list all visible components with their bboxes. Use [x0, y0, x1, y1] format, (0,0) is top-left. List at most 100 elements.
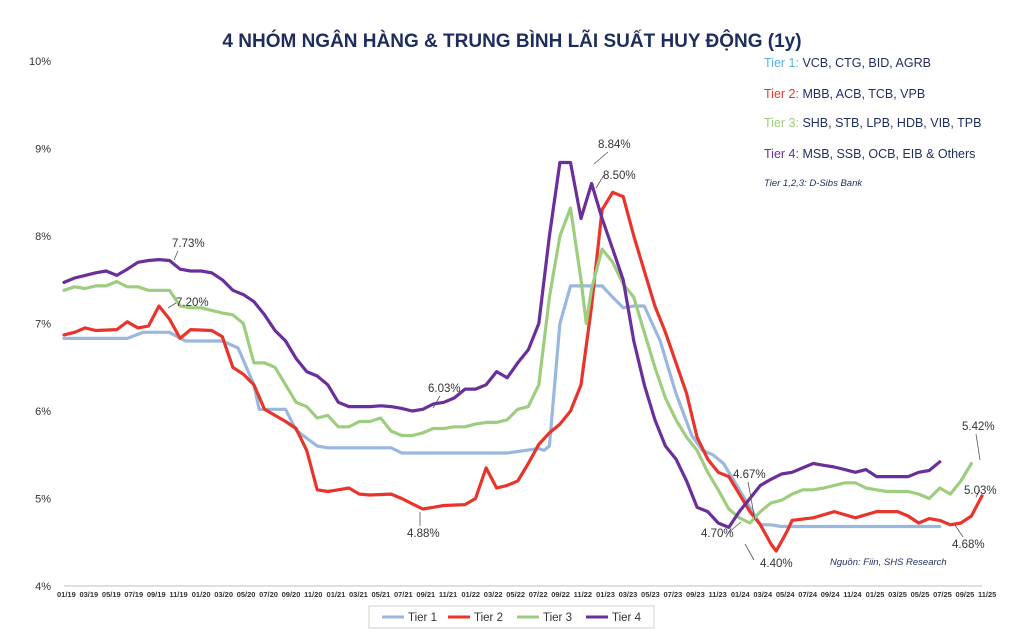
- legend-label: Tier 2: [474, 612, 503, 624]
- data-label: 6.03%: [428, 383, 461, 395]
- x-tick-label: 07/19: [124, 590, 143, 599]
- x-tick-label: 05/19: [102, 590, 121, 599]
- x-tick-label: 03/19: [79, 590, 98, 599]
- tier-info-4: Tier 4: MSB, SSB, OCB, EIB & Others: [764, 147, 975, 161]
- x-tick-label: 03/24: [753, 590, 773, 599]
- x-tick-label: 09/25: [956, 590, 975, 599]
- data-label: 4.70%: [701, 528, 734, 540]
- tier-prefix: Tier 4:: [764, 147, 802, 161]
- x-tick-label: 11/19: [169, 590, 187, 599]
- tier-prefix: Tier 2:: [764, 87, 802, 101]
- x-tick-label: 11/23: [708, 590, 726, 599]
- x-tick-label: 01/22: [461, 590, 480, 599]
- y-tick-label: 4%: [35, 581, 51, 593]
- tier-info-2: Tier 2: MBB, ACB, TCB, VPB: [764, 87, 925, 101]
- x-tick-label: 05/23: [641, 590, 660, 599]
- d-sibs-note: Tier 1,2,3: D-Sibs Bank: [764, 178, 863, 189]
- x-tick-label: 01/24: [731, 590, 751, 599]
- x-tick-label: 11/20: [304, 590, 322, 599]
- source-note: Nguồn: Fiin, SHS Research: [830, 557, 947, 568]
- annotations: 7.73% 7.20% 6.03% 4.88% 8.84% 8.50% 4.67% 4.70%…: [167, 139, 997, 570]
- legend: Tier 1 Tier 2 Tier 3 Tier 4: [368, 605, 655, 629]
- annotation-leader: [747, 481, 756, 521]
- y-tick-label: 6%: [35, 406, 51, 418]
- x-tick-label: 03/20: [214, 590, 233, 599]
- x-tick-label: 07/20: [259, 590, 278, 599]
- series-lines: [62, 160, 984, 553]
- x-tick-label: 09/23: [686, 590, 705, 599]
- annotation-leader: [954, 524, 964, 538]
- x-tick-label: 05/25: [911, 590, 930, 599]
- x-tick-label: 07/21: [394, 590, 413, 599]
- x-tick-label: 05/22: [506, 590, 525, 599]
- x-tick-label: 11/21: [439, 590, 457, 599]
- y-tick-label: 8%: [35, 231, 51, 243]
- tier-members: SHB, STB, LPB, HDB, VIB, TPB: [802, 116, 981, 130]
- annotation-leader: [727, 521, 742, 534]
- annotation-leader: [593, 151, 609, 165]
- tier-info-3: Tier 3: SHB, STB, LPB, HDB, VIB, TPB: [764, 116, 981, 130]
- x-tick-label: 05/20: [237, 590, 256, 599]
- x-tick-label: 11/25: [978, 590, 996, 599]
- annotation-leader: [975, 433, 981, 461]
- y-tick-label: 10%: [29, 56, 51, 68]
- data-label: 5.42%: [962, 421, 995, 433]
- x-tick-label: 07/22: [529, 590, 548, 599]
- x-axis: 01/19 03/19 05/19 07/19 09/19 11/19 01/20 03/20…: [57, 585, 996, 599]
- x-tick-label: 01/23: [596, 590, 615, 599]
- annotation-leader: [167, 302, 177, 309]
- tier-prefix: Tier 1:: [764, 56, 802, 70]
- x-tick-label: 01/21: [327, 590, 346, 599]
- x-tick-label: 11/24: [843, 590, 862, 599]
- series-line-tier-1: [62, 284, 942, 529]
- x-tick-label: 07/23: [664, 590, 683, 599]
- x-tick-label: 03/23: [619, 590, 638, 599]
- x-tick-label: 01/20: [192, 590, 211, 599]
- tier-members: MBB, ACB, TCB, VPB: [802, 87, 925, 101]
- data-label: 4.68%: [952, 539, 985, 551]
- x-tick-label: 01/19: [57, 590, 76, 599]
- chart-title: 4 NHÓM NGÂN HÀNG & TRUNG BÌNH LÃI SUẤT H…: [222, 30, 801, 52]
- data-label: 7.73%: [172, 238, 205, 250]
- tier-members: MSB, SSB, OCB, EIB & Others: [802, 147, 975, 161]
- x-tick-label: 03/21: [349, 590, 368, 599]
- x-tick-label: 09/22: [551, 590, 570, 599]
- x-tick-label: 01/25: [866, 590, 885, 599]
- data-label: 8.50%: [603, 170, 636, 182]
- annotation-leader: [432, 395, 441, 409]
- data-label: 4.40%: [760, 558, 793, 570]
- legend-label: Tier 3: [543, 612, 572, 624]
- legend-box: [368, 605, 655, 629]
- tier-members: VCB, CTG, BID, AGRB: [802, 56, 931, 70]
- x-tick-label: 03/25: [888, 590, 907, 599]
- data-label: 5.03%: [964, 485, 997, 497]
- series-line-tier-3: [62, 206, 973, 525]
- x-tick-label: 09/19: [147, 590, 166, 599]
- tier-prefix: Tier 3:: [764, 116, 802, 130]
- x-tick-label: 09/21: [416, 590, 435, 599]
- x-tick-label: 07/25: [933, 590, 952, 599]
- tier-info-block: Tier 1: VCB, CTG, BID, AGRB Tier 2: MBB, …: [764, 56, 981, 161]
- annotation-leader: [173, 250, 179, 261]
- y-axis: 4% 5% 6% 7% 8% 9% 10%: [29, 56, 51, 593]
- x-tick-label: 05/21: [371, 590, 390, 599]
- y-tick-label: 5%: [35, 494, 51, 506]
- legend-label: Tier 1: [408, 612, 437, 624]
- x-tick-label: 05/24: [776, 590, 796, 599]
- tier-info-1: Tier 1: VCB, CTG, BID, AGRB: [764, 56, 931, 70]
- data-label: 7.20%: [176, 297, 209, 309]
- y-tick-label: 9%: [35, 144, 51, 156]
- x-tick-label: 11/22: [574, 590, 592, 599]
- x-tick-label: 09/20: [282, 590, 301, 599]
- data-label: 4.67%: [733, 469, 766, 481]
- x-tick-label: 03/22: [484, 590, 503, 599]
- data-label: 4.88%: [407, 528, 440, 540]
- annotation-leader: [595, 174, 605, 189]
- y-tick-label: 7%: [35, 319, 51, 331]
- series-line-tier-2: [62, 190, 984, 553]
- data-label: 8.84%: [598, 139, 631, 151]
- annotation-leader: [975, 489, 981, 498]
- series-line-tier-4: [62, 160, 942, 529]
